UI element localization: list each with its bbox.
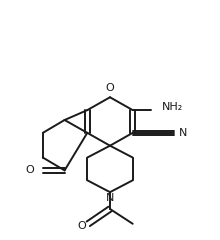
Text: NH₂: NH₂ <box>162 102 183 112</box>
Text: O: O <box>106 83 114 93</box>
Text: N: N <box>106 193 114 203</box>
Text: O: O <box>26 165 34 175</box>
Text: N: N <box>179 128 187 138</box>
Text: O: O <box>77 221 86 231</box>
